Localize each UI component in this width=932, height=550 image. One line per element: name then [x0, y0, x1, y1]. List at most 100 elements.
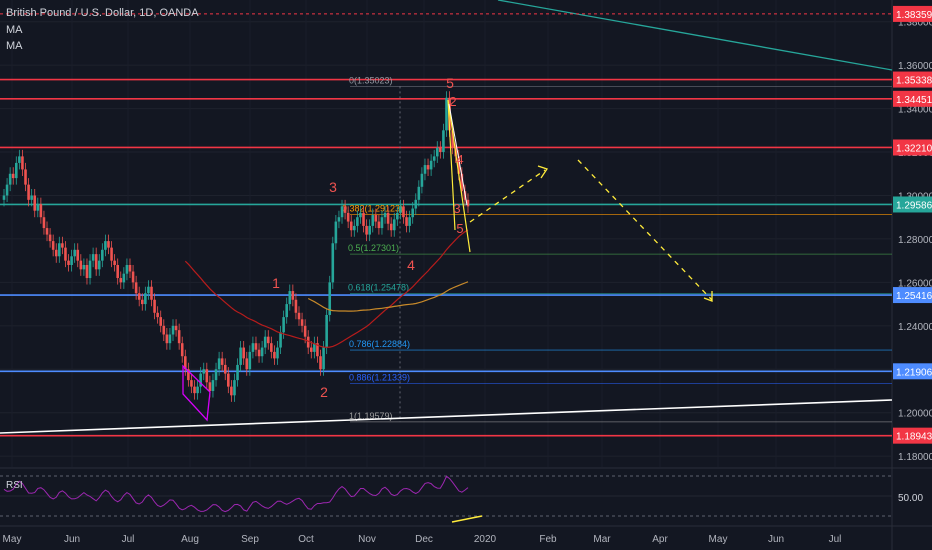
candle-body	[21, 156, 24, 170]
candle-body	[337, 217, 341, 222]
candle-body	[150, 286, 153, 300]
candle-body	[236, 364, 239, 381]
candle-body	[208, 382, 212, 391]
candle-body	[346, 212, 350, 222]
candle-body	[328, 282, 332, 315]
candle-body	[230, 386, 233, 396]
candle-body	[356, 217, 359, 226]
price-axis-tick: 1.24000	[898, 322, 932, 333]
candle-body	[331, 243, 335, 283]
candle-body	[2, 195, 6, 200]
candle-body	[217, 358, 221, 370]
candle-body	[39, 204, 43, 218]
price-level-tag	[893, 287, 932, 304]
candle-body	[263, 336, 267, 348]
candle-body	[61, 243, 64, 248]
candle-body	[110, 247, 113, 261]
candle-body	[399, 206, 402, 213]
candle-body	[297, 312, 301, 320]
candle-body	[171, 325, 175, 335]
candle-body	[8, 173, 12, 185]
candle-body	[303, 325, 307, 337]
candle-body	[429, 160, 433, 170]
rsi-level-label: 50.00	[898, 493, 924, 504]
candle-body	[137, 293, 141, 300]
candle-body	[101, 249, 104, 261]
support-trendline	[0, 399, 893, 434]
candle-body	[165, 334, 169, 344]
candle-body	[294, 299, 298, 313]
time-axis-tick: Mar	[593, 534, 611, 545]
price-axis-tick: 1.18000	[898, 452, 932, 463]
candle-body	[18, 156, 21, 163]
candle-body	[285, 304, 289, 318]
candle-body	[82, 264, 86, 270]
candle-body	[254, 343, 258, 350]
price-level-tag-label: 1.18943	[896, 432, 932, 443]
candle-body	[276, 347, 279, 359]
candle-body	[140, 299, 144, 305]
candle-body	[392, 219, 396, 231]
candle-body	[417, 186, 421, 200]
candle-body	[42, 217, 46, 229]
candle-body	[11, 173, 15, 179]
price-level-tag-label: 1.25416	[896, 291, 932, 302]
time-axis-tick: Aug	[181, 534, 199, 545]
candle-body	[153, 299, 156, 313]
candle-body	[432, 156, 436, 161]
time-axis-tick: Jul	[122, 534, 135, 545]
rsi-label: RSI	[6, 480, 23, 491]
elliott-wave-label: 5	[456, 221, 463, 236]
candle-body	[251, 343, 255, 352]
candle-body	[242, 347, 245, 359]
candle-body	[190, 380, 193, 387]
candle-body	[423, 165, 427, 174]
candle-body	[116, 264, 119, 279]
candle-body	[159, 317, 163, 326]
time-axis-tick: Apr	[652, 534, 668, 545]
elliott-wave-label: 2	[320, 384, 328, 400]
candle-body	[88, 260, 92, 279]
candle-body	[377, 221, 381, 229]
candle-body	[205, 369, 209, 383]
candle-body	[316, 343, 319, 357]
candle-body	[408, 217, 411, 226]
candle-body	[113, 260, 116, 265]
candle-body	[227, 373, 230, 387]
candle-body	[73, 249, 76, 257]
candle-body	[58, 243, 61, 257]
candle-body	[279, 332, 282, 348]
candle-body	[183, 356, 187, 370]
candle-body	[396, 212, 399, 220]
elliott-wave-label: 2	[449, 94, 456, 109]
ending-diagonal-lines	[447, 99, 471, 253]
fib-level-label: 0.618(1.25478)	[348, 283, 409, 293]
time-axis-tick: Sep	[241, 534, 259, 545]
candle-body	[45, 228, 49, 235]
candle-body	[309, 347, 313, 352]
candle-body	[343, 206, 347, 213]
time-axis-tick: Oct	[298, 534, 314, 545]
price-axis-tick: 1.36000	[898, 61, 932, 72]
candle-body	[196, 386, 199, 394]
candle-body	[291, 291, 295, 300]
price-level-tag	[893, 363, 932, 380]
candle-body	[466, 199, 470, 207]
candle-body	[54, 249, 58, 257]
price-axis-tick: 1.28000	[898, 235, 932, 246]
candle-body	[97, 260, 101, 270]
candle-body	[353, 225, 356, 231]
candle-body	[64, 247, 67, 261]
resistance-trendline	[497, 0, 893, 71]
candle-body	[325, 314, 328, 348]
candle-body	[380, 217, 384, 229]
candle-body	[5, 184, 9, 196]
price-level-tag-label: 1.32210	[896, 143, 932, 154]
candle-body	[104, 241, 107, 250]
candle-body	[365, 225, 368, 235]
candle-body	[411, 208, 414, 218]
candle-body	[260, 347, 264, 357]
candle-body	[14, 162, 18, 179]
